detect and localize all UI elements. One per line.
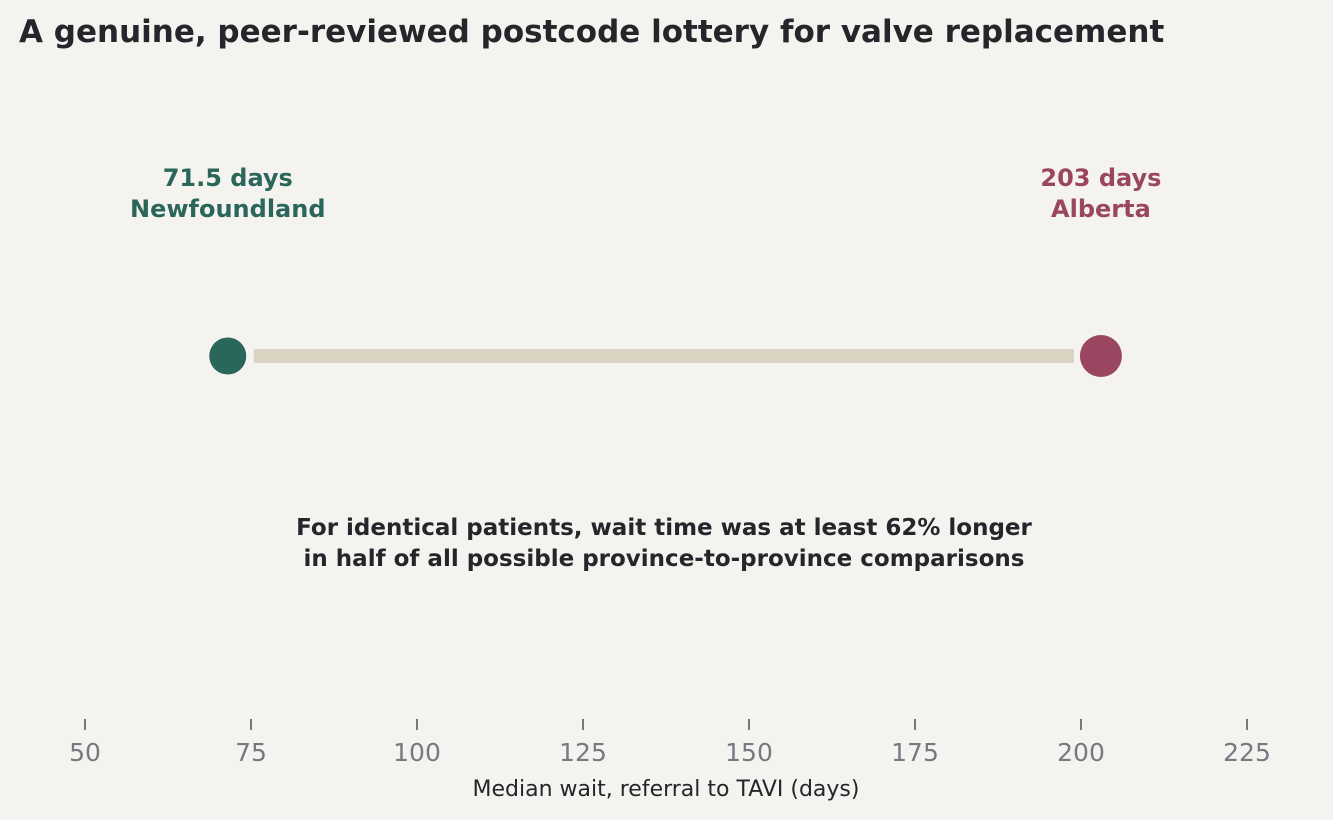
value-label-newfoundland: 71.5 days [163, 164, 293, 192]
x-axis-label: Median wait, referral to TAVI (days) [473, 777, 860, 802]
x-tick-label: 150 [725, 738, 773, 767]
annotation-line: in half of all possible province-to-prov… [304, 546, 1025, 572]
x-tick-label: 225 [1223, 738, 1271, 767]
x-tick-label: 75 [235, 738, 267, 767]
x-tick-label: 50 [69, 738, 101, 767]
x-axis: 50 75 100 125 150 175 200 225 [69, 719, 1271, 767]
annotation-line: For identical patients, wait time was at… [296, 515, 1032, 541]
label-layer: 71.5 days Newfoundland 203 days Alberta [130, 164, 1161, 223]
point-alberta [1079, 335, 1122, 377]
point-layer [209, 335, 1122, 377]
x-tick-label: 200 [1057, 738, 1105, 767]
point-newfoundland [209, 337, 247, 375]
name-label-alberta: Alberta [1051, 195, 1151, 223]
name-label-newfoundland: Newfoundland [130, 195, 326, 223]
annotation-text: For identical patients, wait time was at… [296, 515, 1032, 572]
value-label-alberta: 203 days [1040, 164, 1161, 192]
x-tick-label: 125 [559, 738, 607, 767]
chart-title: A genuine, peer-reviewed postcode lotter… [19, 14, 1165, 50]
x-tick-label: 100 [393, 738, 441, 767]
x-tick-label: 175 [891, 738, 939, 767]
